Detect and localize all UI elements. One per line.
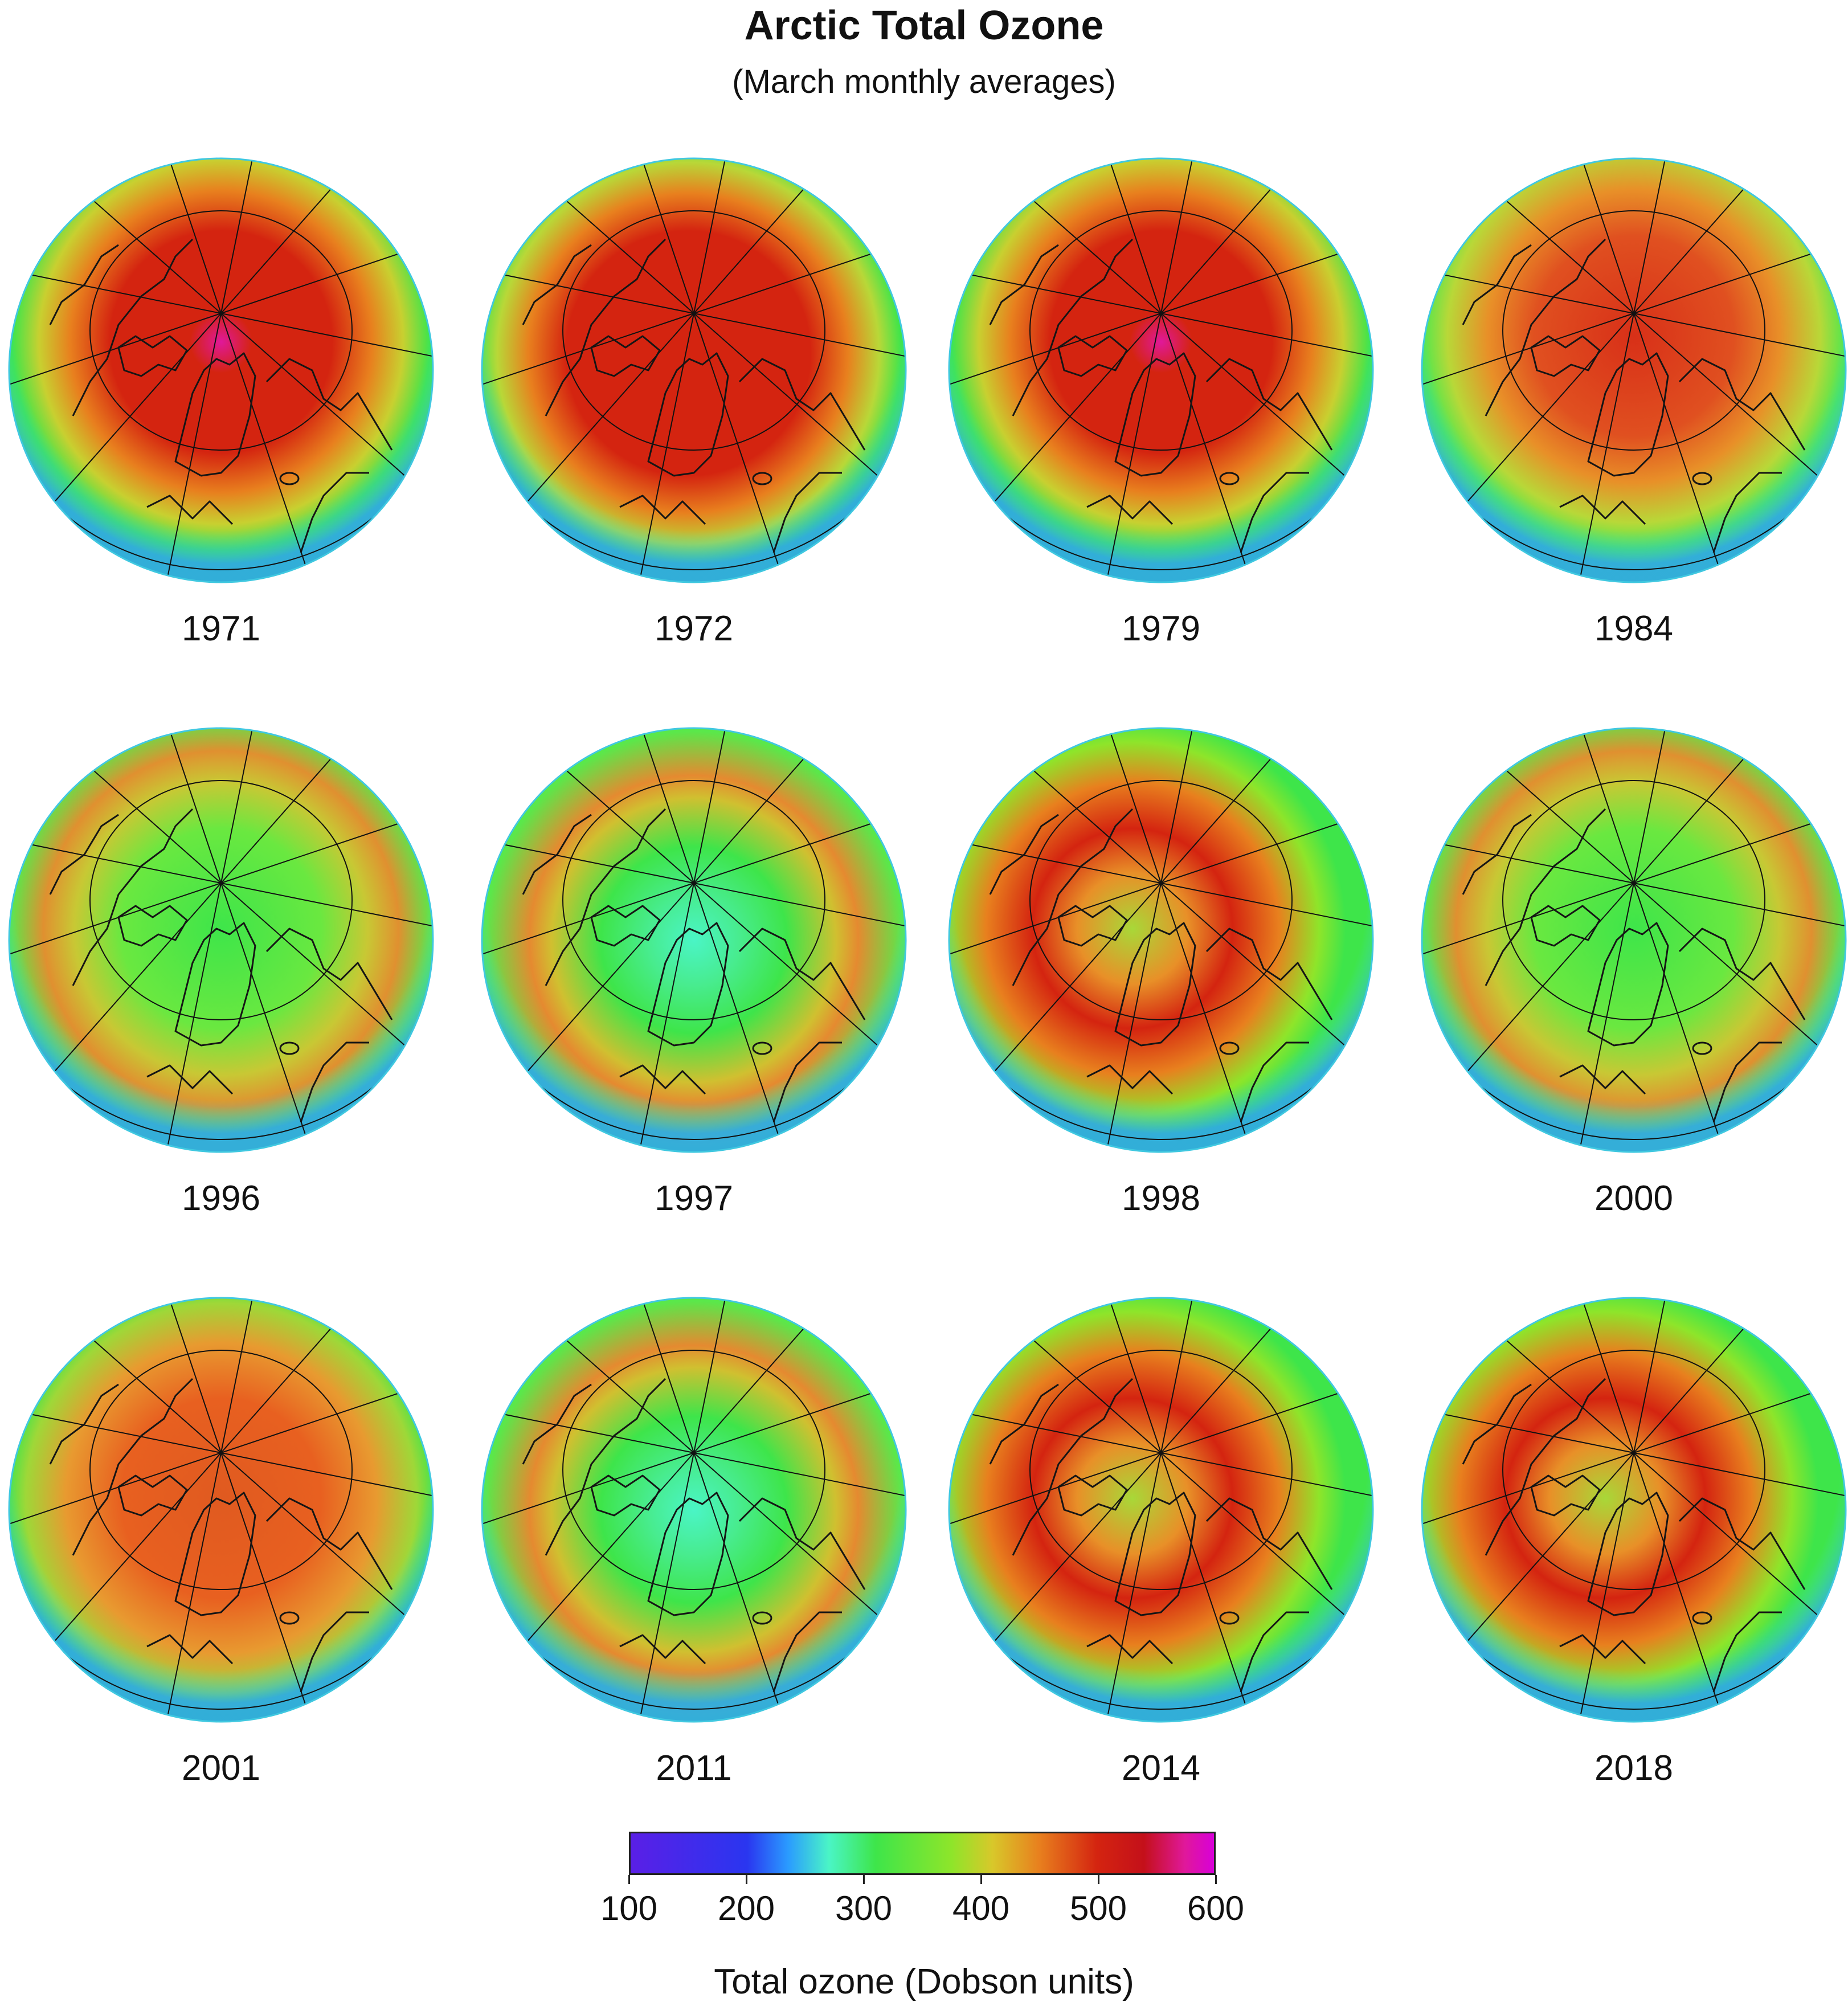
- map-year-label: 1972: [655, 609, 733, 648]
- colorbar-tick: [745, 1875, 747, 1884]
- colorbar-tick: [1097, 1875, 1099, 1884]
- ozone-globe: [948, 157, 1374, 583]
- ozone-globe: [481, 157, 907, 583]
- colorbar-tick: [628, 1875, 630, 1884]
- colorbar-tick: [980, 1875, 982, 1884]
- graticule: [949, 728, 1373, 1152]
- globe-map-2011: [477, 1293, 910, 1726]
- colorbar-tick: [1215, 1875, 1217, 1884]
- map-year-label: 2001: [182, 1748, 260, 1788]
- coastlines: [49, 238, 393, 553]
- graticule: [9, 158, 433, 582]
- colorbar-tick-label: 400: [952, 1889, 1010, 1927]
- graticule: [482, 158, 906, 582]
- globe-map-2000: [1417, 724, 1848, 1157]
- map-year-label: 1996: [182, 1179, 260, 1218]
- globe-map-2014: [945, 1293, 1377, 1726]
- colorbar-tick: [862, 1875, 865, 1884]
- coastlines: [522, 1378, 866, 1693]
- graticule: [1422, 158, 1846, 582]
- coastlines: [989, 1378, 1333, 1693]
- graticule: [949, 158, 1373, 582]
- coastlines: [49, 1378, 393, 1693]
- globe-map-1971: [5, 154, 438, 587]
- colorbar-label: Total ozone (Dobson units): [714, 1962, 1134, 2001]
- coastlines: [522, 808, 866, 1123]
- ozone-globe: [8, 1297, 434, 1723]
- colorbar-tick-label: 200: [717, 1889, 775, 1927]
- globe-map-1972: [477, 154, 910, 587]
- graticule: [1422, 1298, 1846, 1722]
- globe-map-1997: [477, 724, 910, 1157]
- coastlines: [522, 238, 866, 553]
- page-subtitle: (March monthly averages): [732, 63, 1116, 100]
- map-year-label: 1979: [1122, 609, 1200, 648]
- globe-map-2018: [1417, 1293, 1848, 1726]
- colorbar-tick-label: 600: [1187, 1889, 1245, 1927]
- graticule: [482, 728, 906, 1152]
- page-title: Arctic Total Ozone: [744, 3, 1104, 48]
- graticule: [482, 1298, 906, 1722]
- graticule: [9, 728, 433, 1152]
- coastlines: [49, 808, 393, 1123]
- map-year-label: 1971: [182, 609, 260, 648]
- coastlines: [1462, 808, 1806, 1123]
- ozone-globe: [481, 1297, 907, 1723]
- graticule: [9, 1298, 433, 1722]
- globe-map-1979: [945, 154, 1377, 587]
- map-year-label: 2014: [1122, 1748, 1200, 1788]
- ozone-globe: [948, 1297, 1374, 1723]
- ozone-globe: [1421, 1297, 1847, 1723]
- coastlines: [1462, 1378, 1806, 1693]
- ozone-globe: [1421, 727, 1847, 1153]
- ozone-globe: [948, 727, 1374, 1153]
- coastlines: [989, 808, 1333, 1123]
- map-year-label: 1997: [655, 1179, 733, 1218]
- map-year-label: 1998: [1122, 1179, 1200, 1218]
- colorbar: [629, 1832, 1216, 1875]
- map-year-label: 1984: [1594, 609, 1673, 648]
- coastlines: [1462, 238, 1806, 553]
- globe-map-2001: [5, 1293, 438, 1726]
- map-year-label: 2018: [1594, 1748, 1673, 1788]
- ozone-globe: [8, 157, 434, 583]
- colorbar-tick-label: 300: [835, 1889, 893, 1927]
- ozone-globe: [481, 727, 907, 1153]
- coastlines: [989, 238, 1333, 553]
- map-year-label: 2000: [1594, 1179, 1673, 1218]
- globe-map-1984: [1417, 154, 1848, 587]
- colorbar-tick-label: 100: [600, 1889, 658, 1927]
- colorbar-tick-label: 500: [1069, 1889, 1127, 1927]
- ozone-globe: [1421, 157, 1847, 583]
- globe-map-1996: [5, 724, 438, 1157]
- ozone-globe: [8, 727, 434, 1153]
- map-year-label: 2011: [656, 1748, 732, 1788]
- globe-map-1998: [945, 724, 1377, 1157]
